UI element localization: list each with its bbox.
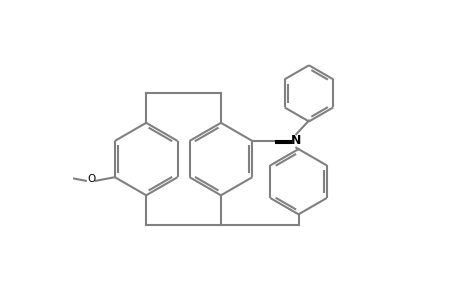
Text: N: N (291, 134, 301, 147)
Text: O: O (87, 174, 95, 184)
